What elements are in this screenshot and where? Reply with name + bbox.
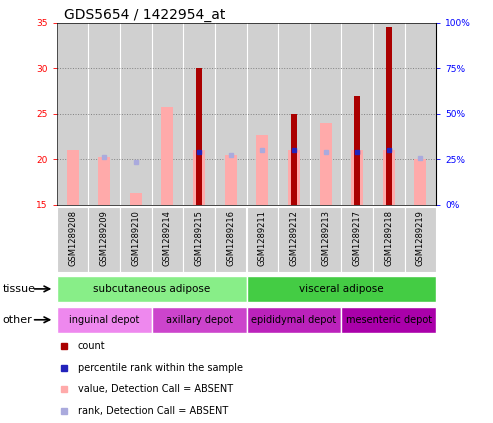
Text: GSM1289208: GSM1289208 — [68, 210, 77, 266]
Bar — [246, 276, 436, 302]
Text: visceral adipose: visceral adipose — [299, 284, 384, 294]
Bar — [57, 276, 246, 302]
Text: GDS5654 / 1422954_at: GDS5654 / 1422954_at — [64, 8, 226, 22]
Bar — [130, 193, 142, 205]
Text: GSM1289219: GSM1289219 — [416, 210, 425, 266]
Bar — [319, 123, 332, 205]
Text: inguinal depot: inguinal depot — [69, 315, 140, 325]
Bar — [67, 150, 78, 205]
Text: other: other — [2, 315, 32, 325]
Bar — [291, 114, 297, 205]
Bar — [278, 207, 310, 272]
Bar — [341, 307, 436, 333]
Bar — [98, 157, 110, 205]
Text: mesenteric depot: mesenteric depot — [346, 315, 432, 325]
Text: value, Detection Call = ABSENT: value, Detection Call = ABSENT — [77, 384, 233, 394]
Text: GSM1289210: GSM1289210 — [131, 210, 141, 266]
Text: GSM1289217: GSM1289217 — [352, 210, 362, 266]
Bar — [57, 307, 152, 333]
Text: epididymal depot: epididymal depot — [251, 315, 337, 325]
Bar — [215, 207, 246, 272]
Text: GSM1289212: GSM1289212 — [289, 210, 298, 266]
Bar — [354, 96, 360, 205]
Bar — [386, 27, 392, 205]
Bar — [246, 207, 278, 272]
Text: GSM1289216: GSM1289216 — [226, 210, 235, 266]
Bar — [152, 307, 246, 333]
Bar — [405, 207, 436, 272]
Bar — [415, 159, 426, 205]
Bar — [246, 307, 341, 333]
Text: tissue: tissue — [2, 284, 35, 294]
Bar — [225, 155, 237, 205]
Bar — [152, 207, 183, 272]
Bar — [193, 150, 205, 205]
Bar — [256, 135, 268, 205]
Bar — [88, 207, 120, 272]
Text: GSM1289211: GSM1289211 — [258, 210, 267, 266]
Bar — [310, 207, 341, 272]
Bar — [161, 107, 174, 205]
Text: GSM1289213: GSM1289213 — [321, 210, 330, 266]
Bar — [351, 150, 363, 205]
Text: percentile rank within the sample: percentile rank within the sample — [77, 363, 243, 373]
Bar — [383, 150, 395, 205]
Text: count: count — [77, 341, 105, 351]
Bar — [373, 207, 405, 272]
Text: GSM1289215: GSM1289215 — [195, 210, 204, 266]
Text: axillary depot: axillary depot — [166, 315, 233, 325]
Text: GSM1289218: GSM1289218 — [385, 210, 393, 266]
Bar — [196, 69, 202, 205]
Bar — [288, 150, 300, 205]
Text: GSM1289214: GSM1289214 — [163, 210, 172, 266]
Text: GSM1289209: GSM1289209 — [100, 210, 108, 266]
Bar — [341, 207, 373, 272]
Text: subcutaneous adipose: subcutaneous adipose — [93, 284, 210, 294]
Bar — [120, 207, 152, 272]
Bar — [57, 207, 88, 272]
Text: rank, Detection Call = ABSENT: rank, Detection Call = ABSENT — [77, 406, 228, 415]
Bar — [183, 207, 215, 272]
